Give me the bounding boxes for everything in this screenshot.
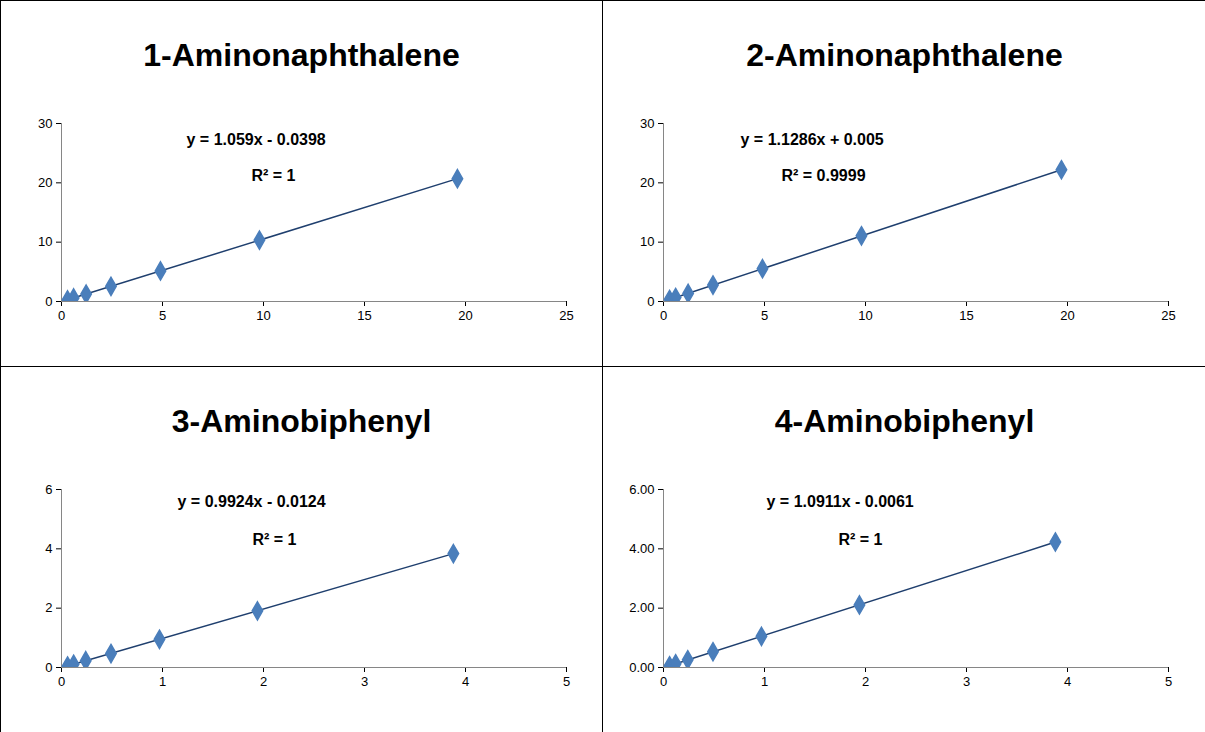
svg-text:20: 20 [458, 308, 472, 323]
svg-text:5: 5 [1165, 674, 1172, 689]
html-text:3-Aminobiphenyl: 3-Aminobiphenyl [171, 403, 432, 439]
svg-text:4: 4 [45, 541, 52, 556]
svg-text:R² = 0.9999: R² = 0.9999 [782, 167, 866, 184]
svg-text:R² = 1: R² = 1 [839, 531, 883, 548]
svg-text:5: 5 [761, 308, 768, 323]
svg-text:1: 1 [159, 674, 166, 689]
svg-text:2: 2 [260, 674, 267, 689]
svg-text:10: 10 [38, 234, 52, 249]
svg-text:0.00: 0.00 [629, 660, 654, 675]
svg-text:20: 20 [38, 175, 52, 190]
html-text:4-Aminobiphenyl: 4-Aminobiphenyl [774, 403, 1035, 439]
svg-text:25: 25 [559, 308, 573, 323]
svg-text:2: 2 [45, 600, 52, 615]
svg-text:4: 4 [462, 674, 469, 689]
svg-text:4.00: 4.00 [629, 541, 654, 556]
svg-text:2.00: 2.00 [629, 600, 654, 615]
html-text:1-Aminonaphthalene: 1-Aminonaphthalene [143, 37, 460, 73]
svg-text:R² = 1: R² = 1 [253, 531, 297, 548]
svg-text:1: 1 [761, 674, 768, 689]
svg-text:2: 2 [862, 674, 869, 689]
svg-text:6: 6 [45, 482, 52, 497]
svg-text:0: 0 [45, 294, 52, 309]
svg-text:25: 25 [1161, 308, 1175, 323]
svg-text:15: 15 [959, 308, 973, 323]
svg-text:4: 4 [1064, 674, 1071, 689]
svg-text:6.00: 6.00 [629, 482, 654, 497]
svg-text:0: 0 [58, 674, 65, 689]
svg-text:y = 1.1286x + 0.005: y = 1.1286x + 0.005 [741, 131, 884, 148]
svg-text:5: 5 [159, 308, 166, 323]
svg-text:30: 30 [38, 116, 52, 131]
svg-text:0: 0 [660, 674, 667, 689]
svg-text:20: 20 [1060, 308, 1074, 323]
svg-text:30: 30 [640, 116, 654, 131]
svg-text:0: 0 [45, 660, 52, 675]
svg-text:15: 15 [357, 308, 371, 323]
svg-text:0: 0 [58, 308, 65, 323]
svg-text:10: 10 [640, 234, 654, 249]
html-text:2-Aminonaphthalene: 2-Aminonaphthalene [746, 37, 1063, 73]
svg-text:3: 3 [361, 674, 368, 689]
svg-text:3: 3 [963, 674, 970, 689]
svg-text:10: 10 [858, 308, 872, 323]
svg-text:y = 0.9924x - 0.0124: y = 0.9924x - 0.0124 [178, 493, 326, 510]
svg-text:5: 5 [563, 674, 570, 689]
svg-text:20: 20 [640, 175, 654, 190]
svg-text:y = 1.059x - 0.0398: y = 1.059x - 0.0398 [187, 131, 326, 148]
svg-text:y = 1.0911x - 0.0061: y = 1.0911x - 0.0061 [767, 493, 914, 510]
svg-text:0: 0 [647, 294, 654, 309]
svg-text:0: 0 [660, 308, 667, 323]
svg-text:R² = 1: R² = 1 [252, 167, 296, 184]
svg-text:10: 10 [256, 308, 270, 323]
